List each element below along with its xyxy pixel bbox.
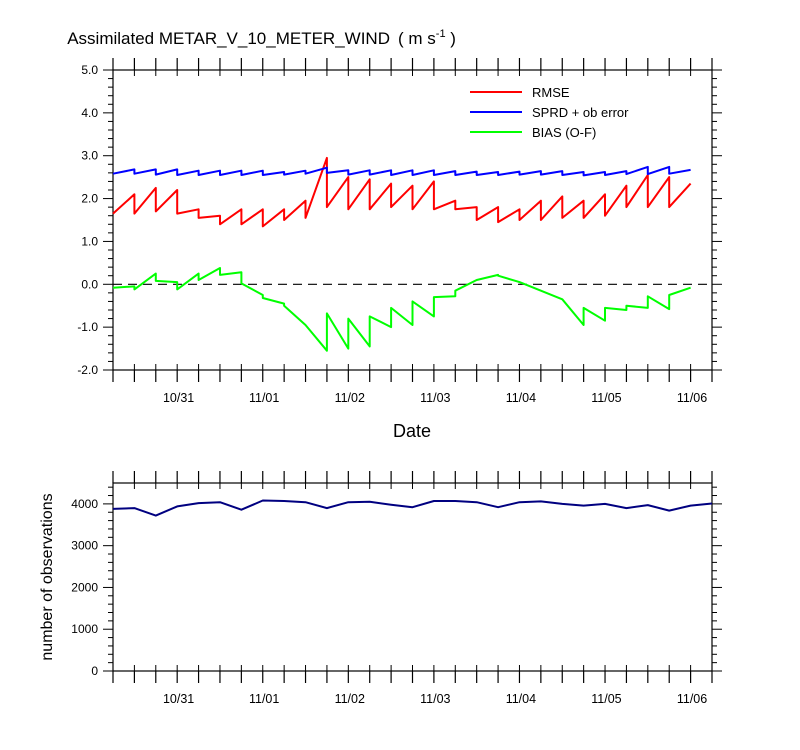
x-tick-label: 11/01 <box>249 391 279 405</box>
x-tick-label: 11/02 <box>335 692 365 706</box>
y-tick-label: 4.0 <box>81 106 98 120</box>
bottom-y-axis-label: number of observations <box>39 493 56 660</box>
y-tick-label: 3.0 <box>81 149 98 163</box>
legend-label: RMSE <box>532 85 570 100</box>
bottom-xticklabels: 10/31 11/01 11/02 11/03 11/04 11/05 11/06 <box>163 692 707 706</box>
y-tick-label: -1.0 <box>77 320 98 334</box>
y-tick-label: 0 <box>91 664 98 678</box>
top-series <box>112 156 692 352</box>
x-tick-label: 10/31 <box>163 391 194 405</box>
x-tick-label: 11/04 <box>506 692 536 706</box>
x-tick-label: 11/06 <box>677 391 707 405</box>
top-plot: 5.0 4.0 3.0 2.0 1.0 0.0 -1.0 -2.0 10/31 11/01 11/… <box>77 58 722 441</box>
y-tick-label: 5.0 <box>81 63 98 77</box>
y-tick-label: -2.0 <box>77 363 98 377</box>
x-tick-label: 11/03 <box>420 692 450 706</box>
y-tick-label: 2.0 <box>81 192 98 206</box>
y-tick-label: 2000 <box>71 580 98 594</box>
x-tick-label: 11/05 <box>591 692 621 706</box>
bottom-yticklabels: 0 1000 2000 3000 4000 <box>71 497 98 678</box>
series-rmse <box>112 156 692 228</box>
series-observations-line <box>112 499 713 517</box>
y-tick-label: 1000 <box>71 622 98 636</box>
series-bias-o-f <box>112 267 691 352</box>
top-xticklabels: 10/31 11/01 11/02 11/03 11/04 11/05 11/06 <box>163 391 707 405</box>
x-tick-label: 10/31 <box>163 692 194 706</box>
legend-label: SPRD + ob error <box>532 105 629 120</box>
chart-title: Assimilated METAR_V_10_METER_WIND <box>67 29 390 48</box>
legend: RMSE SPRD + ob error BIAS (O-F) <box>470 85 629 140</box>
x-tick-label: 11/04 <box>506 391 536 405</box>
legend-label: BIAS (O-F) <box>532 125 596 140</box>
x-tick-label: 11/03 <box>420 391 450 405</box>
y-tick-label: 1.0 <box>81 234 98 248</box>
x-tick-label: 11/02 <box>335 391 365 405</box>
y-tick-label: 3000 <box>71 539 98 553</box>
top-ticks <box>103 58 722 382</box>
top-yticklabels: 5.0 4.0 3.0 2.0 1.0 0.0 -1.0 -2.0 <box>77 63 98 377</box>
x-tick-label: 11/06 <box>677 692 707 706</box>
bottom-ticks <box>103 471 722 683</box>
bottom-series <box>112 499 713 517</box>
y-tick-label: 0.0 <box>81 277 98 291</box>
y-tick-label: 4000 <box>71 497 98 511</box>
x-tick-label: 11/05 <box>591 391 621 405</box>
x-axis-label: Date <box>393 421 431 441</box>
series-sprd-ob-error <box>112 165 691 177</box>
bottom-plot-frame <box>112 482 713 672</box>
x-tick-label: 11/01 <box>249 692 279 706</box>
chart-title-units: ( m s-1 ) <box>398 28 456 48</box>
bottom-plot: 0 1000 2000 3000 4000 10/31 11/01 11/02 11/03 11… <box>39 471 722 706</box>
